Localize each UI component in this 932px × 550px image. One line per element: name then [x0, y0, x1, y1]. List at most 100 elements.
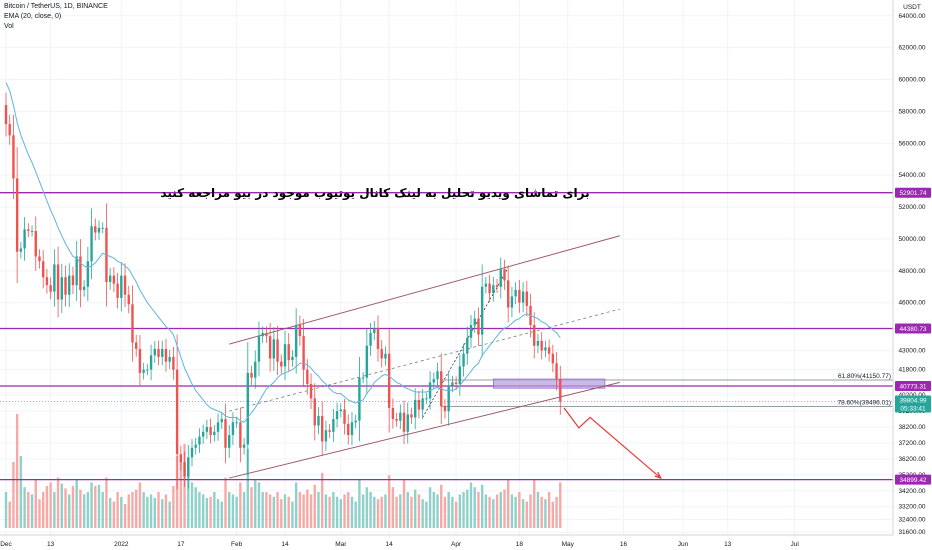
candle-body	[164, 348, 168, 362]
candle-body	[131, 304, 134, 343]
candle-body	[507, 280, 510, 308]
candle-body	[213, 431, 216, 436]
candle-body	[555, 363, 558, 380]
candle-body	[194, 444, 197, 448]
fib-label: 61.80%(41150.77)	[838, 373, 891, 380]
time-tick-label: 17	[177, 541, 185, 548]
candle-body	[135, 342, 138, 349]
volume-bar	[480, 484, 484, 528]
candle-body	[4, 105, 8, 125]
volume-bar	[317, 492, 320, 528]
volume-bar	[350, 496, 354, 528]
time-axis[interactable]: Dec 13 2022 17 Feb 14 Mar 14 Apr 18 May 16 Jun 13 Jul	[0, 534, 893, 548]
candle-body	[71, 275, 75, 286]
volume-bar	[231, 494, 235, 528]
candle-body	[283, 344, 287, 367]
volume-bar	[387, 475, 391, 528]
candle-body	[328, 430, 331, 432]
candle-body	[112, 275, 116, 284]
volume-bar	[68, 494, 71, 528]
volume-bar	[268, 494, 272, 528]
ema-legend[interactable]: EMA (20, close, 0)	[4, 13, 62, 20]
candle-body	[190, 447, 194, 458]
horizontal-levels[interactable]: 61.80%(41150.77) 78.60%(39496.01)	[0, 192, 893, 481]
volume-bar	[179, 462, 183, 528]
volume-bar	[391, 487, 395, 528]
candle-body	[8, 124, 11, 136]
candle-body	[306, 369, 309, 385]
candle-body	[332, 419, 335, 432]
volume-bar	[488, 496, 491, 528]
candle-body	[257, 336, 261, 362]
volume-bar	[332, 492, 335, 528]
volume-bar	[75, 480, 78, 528]
volume-bar	[108, 498, 112, 528]
volume-bar	[473, 487, 476, 528]
candle-body	[56, 264, 60, 300]
candle-body	[477, 318, 480, 335]
volume-bar	[198, 492, 201, 528]
volume-bar	[246, 448, 249, 528]
time-tick-label: 18	[516, 541, 524, 548]
candle-body	[395, 419, 398, 421]
volume-bar	[82, 494, 86, 528]
volume-bar	[402, 480, 406, 528]
candle-body	[294, 325, 298, 357]
volume-bar	[12, 462, 15, 528]
candle-body	[384, 353, 387, 359]
candle-body	[235, 422, 238, 424]
candle-body	[462, 353, 465, 367]
price-axis[interactable]: USDT31600.0032400.0033200.0034200.003520…	[892, 0, 932, 550]
volume-bar	[462, 492, 465, 528]
time-tick-label: May	[562, 541, 575, 548]
volume-bar	[280, 499, 283, 528]
volume-bar	[454, 501, 458, 528]
volume-bar	[540, 496, 543, 528]
volume-bar	[216, 499, 220, 528]
price-tick-label: 48000.00	[898, 268, 925, 275]
volume-bar	[42, 492, 45, 528]
volume-bar	[272, 496, 276, 528]
candle-body	[34, 230, 37, 257]
candle-body	[521, 291, 525, 303]
symbol-title[interactable]: Bitcoin / TetherUS, 1D, BINANCE	[4, 3, 108, 10]
volume-bar	[64, 488, 67, 528]
candle-body	[309, 384, 313, 399]
candle-body	[161, 348, 164, 357]
volume-bar	[242, 492, 246, 528]
candle-body	[101, 227, 104, 229]
volume-bar	[112, 501, 116, 528]
price-tick-label: 43000.00	[898, 348, 925, 355]
volume-bar	[79, 489, 82, 528]
volume-bar	[499, 492, 502, 528]
volume-bar	[365, 487, 369, 528]
volume-bar	[27, 492, 30, 528]
volume-bar	[49, 482, 52, 528]
candle-body	[324, 430, 328, 442]
candle-body	[335, 411, 339, 420]
trend-drawings[interactable]	[229, 235, 620, 479]
volume-bar	[469, 482, 473, 528]
projection-path[interactable]	[563, 407, 662, 480]
candle-body	[149, 355, 153, 370]
candle-body	[220, 419, 223, 423]
volume-bar	[384, 494, 387, 528]
volume-bar	[34, 480, 37, 528]
price-tick-label: 36200.00	[898, 456, 925, 463]
candle-body	[64, 277, 67, 295]
candle-body	[350, 422, 354, 436]
volume-bar	[495, 494, 499, 528]
price-tick-label: 31600.00	[898, 529, 925, 536]
volume-bar	[373, 496, 376, 528]
volume-bar	[358, 480, 361, 528]
volume-bar	[153, 498, 156, 528]
time-tick-label: Jul	[790, 541, 799, 548]
level-tag-bg	[895, 323, 931, 334]
candle-body	[347, 423, 350, 436]
volume-bar	[484, 494, 488, 528]
volume-bar	[510, 494, 514, 528]
time-tick-label: 16	[620, 541, 628, 548]
volume-legend[interactable]: Vol	[4, 23, 14, 30]
volume-bar	[321, 472, 324, 528]
